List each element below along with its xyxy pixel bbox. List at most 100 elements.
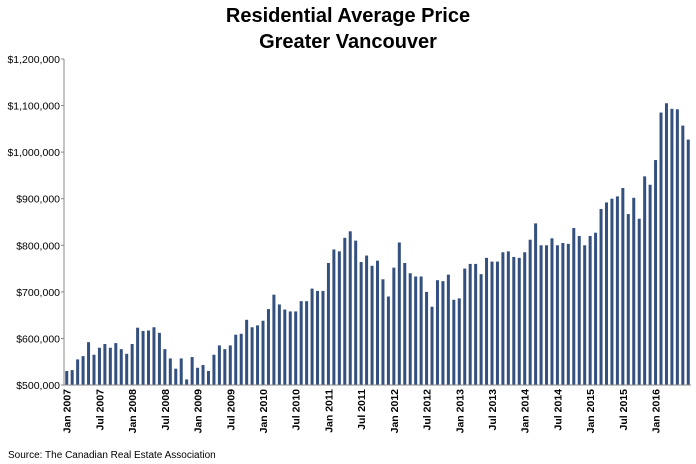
y-tick-label: $900,000 (16, 194, 60, 206)
bar (566, 243, 570, 385)
bar (539, 245, 543, 385)
y-tick-label: $1,000,000 (7, 147, 60, 159)
bar (430, 306, 434, 385)
bar (414, 276, 418, 385)
bar (425, 291, 429, 385)
bar (534, 223, 538, 385)
bar (594, 232, 598, 385)
bar (223, 349, 227, 385)
bar (174, 368, 178, 385)
bar (228, 345, 232, 385)
bar (245, 319, 249, 385)
bar (588, 235, 592, 385)
bar (217, 345, 221, 385)
x-tick-label: Jan 2011 (323, 389, 335, 433)
x-tick-label: Jul 2009 (225, 389, 237, 431)
bar (397, 242, 401, 385)
bar (495, 261, 499, 385)
bar (376, 260, 379, 385)
bar (501, 252, 505, 385)
y-tick-label: $1,100,000 (7, 101, 60, 113)
bar (272, 294, 276, 385)
x-tick-label: Jul 2012 (422, 389, 434, 431)
bar (392, 267, 396, 385)
bar (572, 228, 576, 385)
bar (294, 311, 298, 385)
bar (157, 332, 161, 385)
bar (250, 327, 254, 385)
bar (299, 301, 303, 385)
bar (239, 333, 243, 385)
bar (310, 288, 314, 385)
bar (490, 261, 494, 385)
bar (654, 160, 658, 385)
bar (577, 235, 581, 385)
bar (528, 239, 532, 385)
bar (81, 356, 85, 385)
bar (65, 371, 69, 385)
bar (615, 196, 619, 385)
bar (468, 263, 472, 385)
bar (206, 371, 210, 385)
bar (599, 208, 603, 385)
bar (675, 109, 679, 386)
bar (435, 280, 439, 385)
bar (419, 276, 423, 385)
bar (550, 238, 554, 385)
bar (190, 357, 194, 385)
bar (370, 265, 374, 385)
y-tick-label: $700,000 (16, 287, 60, 299)
bar (103, 344, 107, 385)
bar (87, 342, 91, 385)
bar (441, 281, 445, 385)
bar (119, 349, 123, 385)
x-tick-label: Jan 2008 (127, 389, 139, 434)
bar (92, 354, 96, 385)
bar (681, 125, 685, 385)
bar (545, 245, 549, 385)
x-tick-label: Jul 2008 (160, 389, 172, 431)
bar (381, 279, 385, 385)
x-tick-label: Jul 2015 (618, 389, 630, 431)
bar (408, 273, 412, 385)
source-note: Source: The Canadian Real Estate Associa… (8, 450, 216, 461)
bar (97, 347, 101, 385)
bar (637, 218, 641, 385)
bar (212, 354, 216, 385)
x-tick-label: Jan 2010 (258, 389, 270, 434)
bar (359, 262, 363, 385)
bar (632, 197, 636, 385)
bar (664, 103, 668, 386)
bar (179, 358, 183, 385)
bar (108, 347, 112, 385)
x-axis-ticks: Jan 2007 Jul 2007 Jan 2008 Jul 2008 Jan 2009… (62, 389, 663, 434)
bar (452, 299, 456, 385)
bar (365, 255, 369, 385)
bar (463, 268, 467, 385)
bar (256, 325, 260, 385)
x-tick-label: Jul 2010 (291, 389, 303, 431)
x-tick-label: Jan 2014 (520, 389, 532, 434)
bar (479, 274, 483, 385)
bar (343, 237, 347, 385)
x-tick-label: Jan 2013 (454, 389, 466, 434)
bar (604, 202, 608, 385)
chart-subtitle: Greater Vancouver (259, 31, 437, 53)
bar (305, 301, 309, 385)
bar (130, 344, 134, 385)
bar (403, 262, 407, 385)
bar (555, 245, 559, 385)
y-tick-label: $1,200,000 (7, 54, 60, 66)
bar (485, 257, 489, 385)
bar (621, 188, 625, 385)
bar (332, 249, 336, 385)
bar (168, 358, 172, 385)
bar (386, 296, 390, 385)
bar (136, 327, 140, 385)
bar (261, 320, 265, 385)
chart-title: Residential Average Price (226, 5, 470, 27)
bar (446, 274, 450, 385)
x-tick-label: Jan 2007 (62, 389, 74, 434)
x-tick-label: Jul 2007 (94, 389, 106, 431)
